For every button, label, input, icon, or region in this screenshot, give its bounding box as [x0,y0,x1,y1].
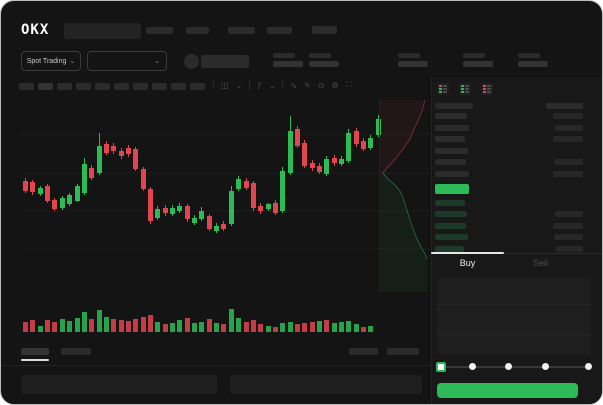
orders-tab-underline [21,359,49,361]
nav-item[interactable] [312,26,337,34]
order-book-bar [555,211,583,218]
ticker-stat-label [309,53,331,58]
last-price-bar[interactable] [435,184,469,194]
chart-settings-icon[interactable]: ⚙ [331,80,339,90]
timeframe-button[interactable] [95,83,110,90]
orders-placeholder [230,375,422,394]
chevron-down-icon: ⌄ [69,57,76,65]
orders-filter[interactable] [349,348,378,355]
ticker-stat-value [273,61,303,67]
pair-name-placeholder [201,55,249,68]
toolbar-divider [213,80,214,90]
timeframe-button[interactable] [19,83,34,90]
timeframe-button[interactable] [152,83,167,90]
ticker-stat-label [273,53,295,58]
spot-trading-label: Spot Trading [26,57,67,65]
toolbar-divider [249,80,251,90]
timeframe-button-active[interactable] [38,83,53,90]
orderbook-bids-icon[interactable] [459,83,471,95]
orderbook-asks-icon[interactable] [481,83,493,95]
order-book-bar [435,211,467,218]
draw-tool-icon[interactable]: ✎ [304,80,311,90]
order-book-bar [435,171,469,177]
order-book-bar [553,113,583,119]
ticker-stat-label [463,53,485,58]
orders-placeholder [21,375,217,394]
chevron-down-icon[interactable]: ⌄ [268,80,276,90]
slider-step-dot[interactable] [468,363,476,370]
order-book-bar [435,147,468,154]
order-book-bar [554,159,583,166]
snapshot-icon[interactable]: ⊙ [317,80,325,90]
okx-logo: OKX [21,22,50,38]
orders-filter[interactable] [387,348,419,355]
toolbar-divider [282,80,284,90]
order-book-bar [435,199,465,206]
timeframe-button[interactable] [57,83,72,90]
orderbook-combined-icon[interactable] [437,83,449,95]
order-book-bar [435,159,466,166]
chevron-down-icon: ⌄ [154,57,160,65]
spot-trading-dropdown[interactable]: Spot Trading ⌄ [21,51,81,71]
nav-item[interactable] [146,27,173,34]
coin-icon [184,54,199,69]
order-book-bar [435,113,467,119]
form-row-divider [437,304,591,305]
orderbook-header-amount [546,103,583,109]
order-book-bar [556,245,583,252]
ticker-stat-label [518,53,540,58]
nav-item[interactable] [186,27,209,34]
form-row-divider [437,334,591,335]
order-book-bar [435,124,469,131]
ticker-stat-label [398,53,420,58]
timeframe-button[interactable] [76,83,91,90]
buy-button[interactable] [437,383,578,398]
tab-buy[interactable]: Buy [459,258,476,268]
search-input[interactable] [64,23,141,39]
amount-slider-track[interactable] [441,366,588,368]
order-book-bar [554,234,583,241]
timeframe-button[interactable] [190,83,205,90]
slider-handle[interactable] [436,362,446,372]
buy-tab-underline [431,252,504,254]
order-book-bar [553,136,583,143]
ticker-stat-value [309,61,339,67]
slider-step-dot[interactable] [541,363,549,370]
ticker-stat-value [518,61,548,67]
nav-item[interactable] [228,27,255,34]
orderbook-header-price [435,103,473,109]
slider-step-dot[interactable] [504,363,512,370]
order-book-bar [435,245,464,252]
order-book-bar [553,222,583,229]
tab-sell[interactable]: Sell [532,258,548,268]
timeframe-button[interactable] [114,83,129,90]
chart-style-icon[interactable]: ◫ [221,80,229,90]
ticker-stat-value [463,61,493,67]
chevron-down-icon[interactable]: ⌄ [235,80,243,90]
order-book-bar [555,124,583,131]
order-book-bar [435,222,466,229]
orders-divider [1,365,431,366]
orders-tab-active[interactable] [21,348,49,355]
pair-dropdown[interactable]: ⌄ [87,51,167,71]
tab-divider [431,253,602,254]
nav-item[interactable] [267,27,292,34]
order-form [437,278,591,355]
ticker-stat-value [398,61,428,67]
orders-tab[interactable] [61,348,91,355]
fullscreen-icon[interactable]: ⛶ [345,80,352,89]
order-book-bar [435,136,465,143]
timeframe-button[interactable] [171,83,186,90]
order-book-bar [435,234,468,241]
line-tool-icon[interactable]: ∿ [290,80,298,90]
order-book-bar [553,171,583,177]
depth-chart-divider [379,98,380,293]
indicators-icon[interactable]: ƒ [257,80,262,90]
timeframe-button[interactable] [133,83,148,90]
slider-step-dot[interactable] [584,363,592,370]
